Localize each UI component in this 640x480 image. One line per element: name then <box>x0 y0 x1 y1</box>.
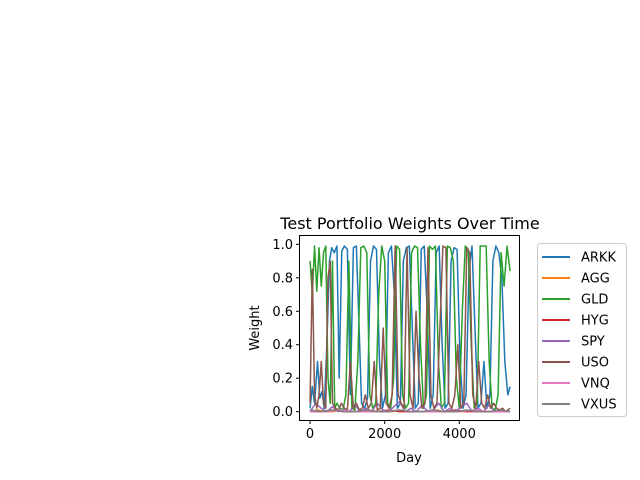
legend-label-arkk: ARKK <box>581 251 616 266</box>
y-tick-label: 0.0 <box>272 405 293 420</box>
plot-lines <box>309 245 511 413</box>
y-tick-label: 1.0 <box>272 238 293 253</box>
legend-label-gld: GLD <box>581 293 608 308</box>
legend-label-vnq: VNQ <box>581 377 610 392</box>
x-axis-label: Day <box>396 451 422 466</box>
legend-label-vxus: VXUS <box>581 398 617 413</box>
y-tick-label: 0.4 <box>272 338 293 353</box>
legend-label-spy: SPY <box>581 335 605 350</box>
y-axis-ticks: 0.0 0.2 0.4 0.6 0.8 1.0 <box>272 238 300 420</box>
x-tick-label: 0 <box>306 427 314 442</box>
y-tick-label: 0.8 <box>272 271 293 286</box>
chart-title: Test Portfolio Weights Over Time <box>279 214 539 233</box>
legend-label-uso: USO <box>581 356 609 371</box>
x-tick-label: 2000 <box>368 427 401 442</box>
plot-frame <box>299 235 520 421</box>
series-line-uso <box>309 245 511 413</box>
legend-label-hyg: HYG <box>581 314 609 329</box>
legend-label-agg: AGG <box>581 272 610 287</box>
x-axis-ticks: 0 2000 4000 <box>306 420 476 442</box>
series-line-vxus <box>309 409 511 413</box>
legend: ARKK AGG GLD HYG SPY USO VNQ VXUS <box>537 243 627 417</box>
x-tick-label: 4000 <box>443 427 476 442</box>
y-axis-label: Weight <box>248 305 263 350</box>
y-tick-label: 0.6 <box>272 305 293 320</box>
legend-frame <box>537 243 627 417</box>
y-tick-label: 0.2 <box>272 372 293 387</box>
